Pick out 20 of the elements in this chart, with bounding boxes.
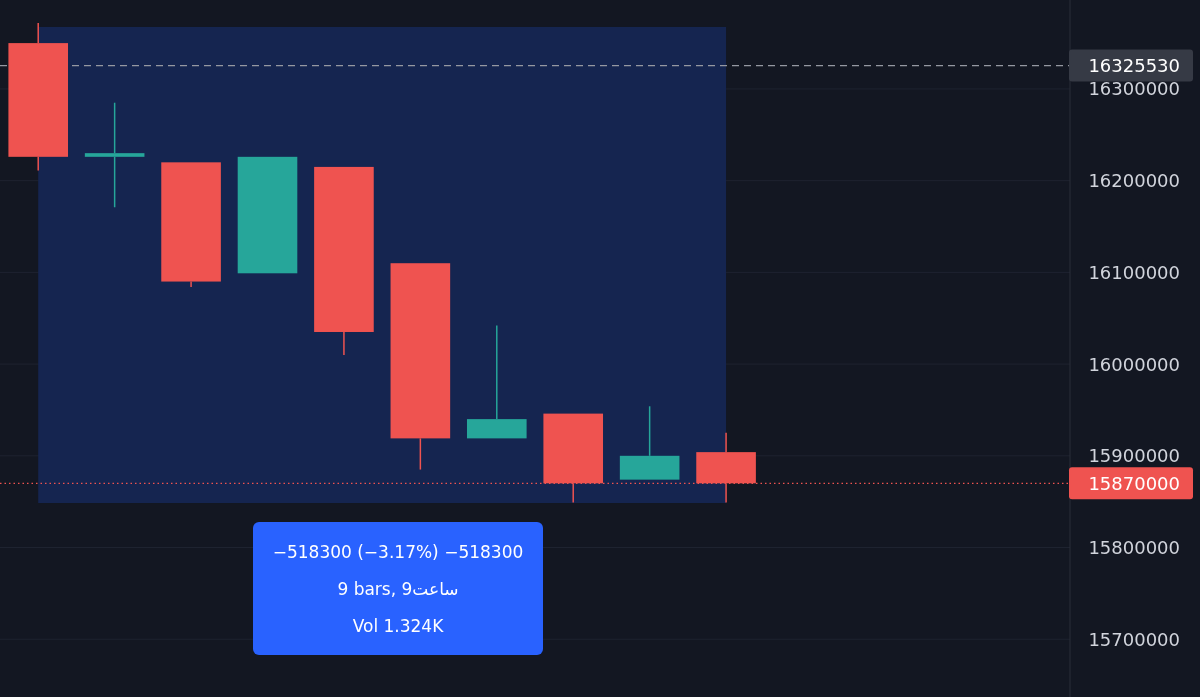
candlestick (314, 166, 374, 356)
candlestick (466, 324, 527, 439)
ref-line-label: 16325530 (1088, 55, 1180, 77)
y-tick-label: 16100000 (1088, 261, 1180, 283)
annotation: −518300 (−3.17%) −518300 (272, 541, 524, 562)
candlestick (8, 22, 69, 172)
annotation: Vol 1.324K (352, 615, 445, 636)
candlestick (84, 101, 145, 209)
candlestick (619, 405, 680, 480)
y-tick-label: 16300000 (1088, 78, 1180, 100)
y-tick-label: 16000000 (1088, 353, 1180, 375)
y-tick-label: 15900000 (1088, 445, 1180, 467)
candlestick (390, 263, 451, 471)
candlestick (161, 162, 221, 288)
ref-line-label: 15870000 (1088, 472, 1180, 494)
y-tick-label: 15800000 (1088, 537, 1180, 559)
y-tick-label: 15700000 (1088, 628, 1180, 650)
candlestick (237, 156, 298, 274)
annotation: 9 bars, ساعت9 (337, 578, 459, 599)
y-tick-label: 16200000 (1088, 170, 1180, 192)
